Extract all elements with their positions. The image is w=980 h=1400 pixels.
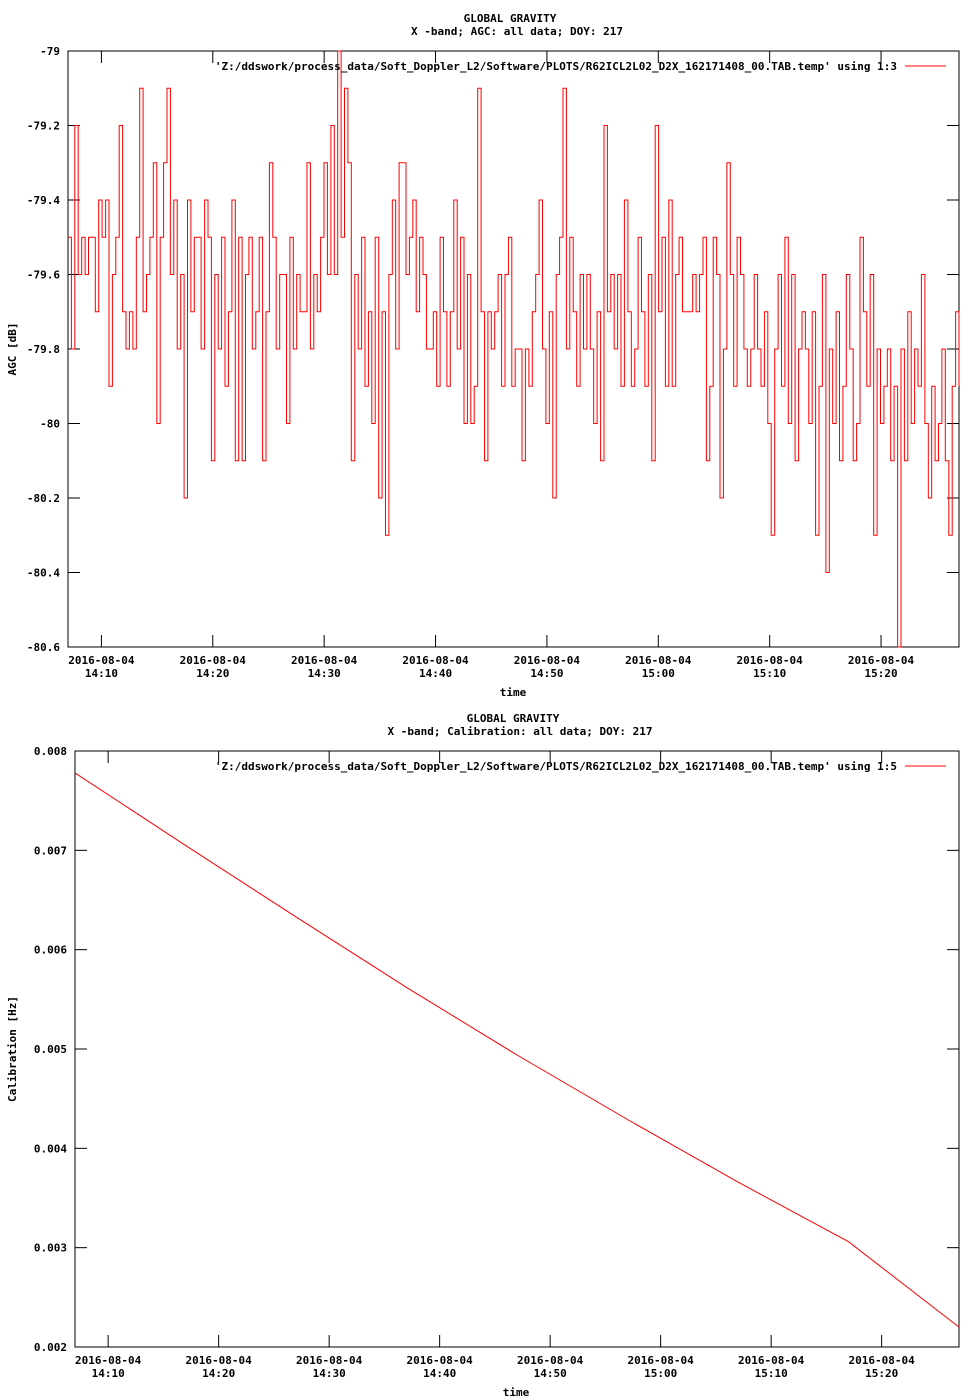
agc-x-tick-date: 2016-08-04 xyxy=(180,654,247,667)
calibration-y-tick-label: 0.004 xyxy=(34,1142,67,1155)
calibration-chart: GLOBAL GRAVITY X -band; Calibration: all… xyxy=(6,712,960,1399)
calibration-x-tick-date: 2016-08-04 xyxy=(628,1354,695,1367)
calibration-y-tick-label: 0.006 xyxy=(34,944,67,957)
calibration-x-label: time xyxy=(503,1386,530,1399)
calibration-x-tick-date: 2016-08-04 xyxy=(75,1354,142,1367)
calibration-x-tick-date: 2016-08-04 xyxy=(186,1354,253,1367)
agc-x-tick-date: 2016-08-04 xyxy=(291,654,358,667)
agc-x-tick-date: 2016-08-04 xyxy=(68,654,135,667)
agc-x-tick-time: 15:00 xyxy=(642,667,675,680)
agc-x-tick-time: 14:20 xyxy=(196,667,229,680)
agc-x-tick-date: 2016-08-04 xyxy=(514,654,581,667)
calibration-chart-title: GLOBAL GRAVITY xyxy=(467,712,560,725)
agc-series-line xyxy=(68,50,960,648)
calibration-y-tick-label: 0.003 xyxy=(34,1242,67,1255)
agc-y-tick-label: -80.6 xyxy=(27,641,60,654)
calibration-x-tick-time: 14:30 xyxy=(313,1367,346,1380)
calibration-y-tick-label: 0.005 xyxy=(34,1043,67,1056)
calibration-x-tick-date: 2016-08-04 xyxy=(296,1354,363,1367)
agc-y-label: AGC [dB] xyxy=(6,323,19,376)
agc-chart: GLOBAL GRAVITY X -band; AGC: all data; D… xyxy=(6,12,960,699)
agc-chart-subtitle: X -band; AGC: all data; DOY: 217 xyxy=(411,25,623,38)
calibration-x-tick-time: 14:20 xyxy=(202,1367,235,1380)
calibration-x-tick-time: 15:20 xyxy=(865,1367,898,1380)
calibration-x-axis: 2016-08-0414:102016-08-0414:202016-08-04… xyxy=(75,751,915,1380)
agc-y-tick-label: -80 xyxy=(40,418,60,431)
calibration-x-tick-date: 2016-08-04 xyxy=(407,1354,474,1367)
agc-x-tick-time: 14:40 xyxy=(419,667,452,680)
calibration-y-label: Calibration [Hz] xyxy=(6,996,19,1102)
calibration-x-tick-time: 14:50 xyxy=(534,1367,567,1380)
agc-y-tick-label: -79.4 xyxy=(27,194,60,207)
agc-legend-label: 'Z:/ddswork/process_data/Soft_Doppler_L2… xyxy=(215,60,897,73)
agc-x-tick-time: 15:10 xyxy=(753,667,786,680)
calibration-y-axis: 0.008 0.007 0.006 0.005 0.004 0.003 0.002 xyxy=(34,745,959,1354)
agc-y-axis: -79 -79.2 -79.4 -79.6 -79.8 -80 -80.2 -80.4 -80.… xyxy=(27,45,959,654)
agc-chart-title: GLOBAL GRAVITY xyxy=(464,12,557,25)
agc-x-tick-time: 14:50 xyxy=(530,667,563,680)
calibration-x-tick-time: 15:10 xyxy=(755,1367,788,1380)
agc-y-tick-label: -79.8 xyxy=(27,343,60,356)
agc-x-tick-date: 2016-08-04 xyxy=(402,654,469,667)
agc-y-tick-label: -80.2 xyxy=(27,492,60,505)
calibration-x-tick-time: 14:40 xyxy=(423,1367,456,1380)
calibration-plot-frame xyxy=(74,750,960,1348)
agc-x-tick-time: 14:30 xyxy=(308,667,341,680)
agc-x-tick-time: 14:10 xyxy=(85,667,118,680)
calibration-x-tick-time: 14:10 xyxy=(92,1367,125,1380)
agc-x-tick-date: 2016-08-04 xyxy=(848,654,915,667)
calibration-y-tick-label: 0.007 xyxy=(34,844,67,857)
calibration-x-tick-date: 2016-08-04 xyxy=(738,1354,805,1367)
calibration-series-line xyxy=(74,772,960,1328)
agc-y-tick-label: -79.2 xyxy=(27,120,60,133)
agc-x-tick-date: 2016-08-04 xyxy=(737,654,804,667)
calibration-x-tick-date: 2016-08-04 xyxy=(517,1354,584,1367)
agc-y-tick-label: -79.6 xyxy=(27,269,60,282)
calibration-chart-subtitle: X -band; Calibration: all data; DOY: 217 xyxy=(388,725,653,738)
agc-y-tick-label: -80.4 xyxy=(27,567,60,580)
agc-x-tick-time: 15:20 xyxy=(864,667,897,680)
agc-x-label: time xyxy=(500,686,527,699)
calibration-y-tick-label: 0.008 xyxy=(34,745,67,758)
calibration-x-tick-time: 15:00 xyxy=(644,1367,677,1380)
agc-y-tick-label: -79 xyxy=(40,45,60,58)
calibration-legend-label: 'Z:/ddswork/process_data/Soft_Doppler_L2… xyxy=(215,760,897,773)
calibration-y-tick-label: 0.002 xyxy=(34,1341,67,1354)
calibration-x-tick-date: 2016-08-04 xyxy=(849,1354,916,1367)
agc-x-tick-date: 2016-08-04 xyxy=(625,654,692,667)
agc-x-axis: 2016-08-0414:102016-08-0414:202016-08-04… xyxy=(68,51,915,680)
